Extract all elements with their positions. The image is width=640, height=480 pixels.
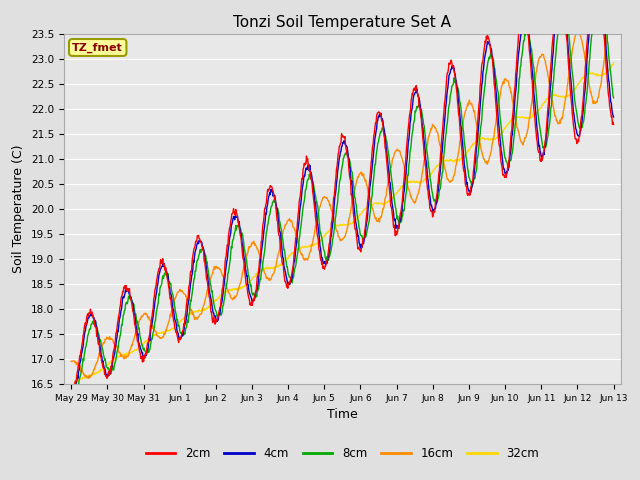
Line: 2cm: 2cm xyxy=(71,0,614,394)
8cm xyxy=(610,95,618,101)
4cm xyxy=(387,192,395,198)
2cm xyxy=(610,121,618,127)
Line: 4cm: 4cm xyxy=(71,0,614,396)
Y-axis label: Soil Temperature (C): Soil Temperature (C) xyxy=(12,144,26,273)
8cm xyxy=(67,383,75,388)
8cm xyxy=(94,328,102,334)
8cm xyxy=(583,89,591,95)
32cm xyxy=(591,72,599,77)
16cm xyxy=(94,358,102,363)
16cm xyxy=(583,68,591,73)
32cm xyxy=(292,246,300,252)
4cm xyxy=(168,304,176,310)
16cm xyxy=(591,100,599,106)
16cm xyxy=(610,4,618,10)
2cm xyxy=(67,391,75,397)
2cm xyxy=(168,305,176,311)
16cm xyxy=(293,236,301,242)
Text: TZ_fmet: TZ_fmet xyxy=(72,42,123,53)
Line: 16cm: 16cm xyxy=(71,7,614,378)
2cm xyxy=(292,234,300,240)
Legend: 2cm, 4cm, 8cm, 16cm, 32cm: 2cm, 4cm, 8cm, 16cm, 32cm xyxy=(141,443,543,465)
16cm xyxy=(85,375,93,381)
8cm xyxy=(168,291,176,297)
Line: 8cm: 8cm xyxy=(71,0,614,392)
2cm xyxy=(582,47,590,53)
8cm xyxy=(70,389,78,395)
16cm xyxy=(387,165,395,170)
2cm xyxy=(387,204,395,209)
4cm xyxy=(583,56,591,61)
2cm xyxy=(93,332,101,337)
4cm xyxy=(293,237,301,243)
8cm xyxy=(293,255,301,261)
X-axis label: Time: Time xyxy=(327,408,358,421)
4cm xyxy=(67,387,75,393)
32cm xyxy=(582,72,590,77)
8cm xyxy=(387,174,395,180)
32cm xyxy=(387,196,395,202)
4cm xyxy=(610,114,618,120)
Line: 32cm: 32cm xyxy=(71,63,614,385)
32cm xyxy=(93,370,101,376)
4cm xyxy=(68,393,76,398)
8cm xyxy=(591,0,599,1)
Title: Tonzi Soil Temperature Set A: Tonzi Soil Temperature Set A xyxy=(234,15,451,30)
32cm xyxy=(168,326,176,332)
32cm xyxy=(610,60,618,66)
32cm xyxy=(67,383,75,388)
16cm xyxy=(67,359,75,364)
16cm xyxy=(168,306,176,312)
4cm xyxy=(94,333,102,338)
